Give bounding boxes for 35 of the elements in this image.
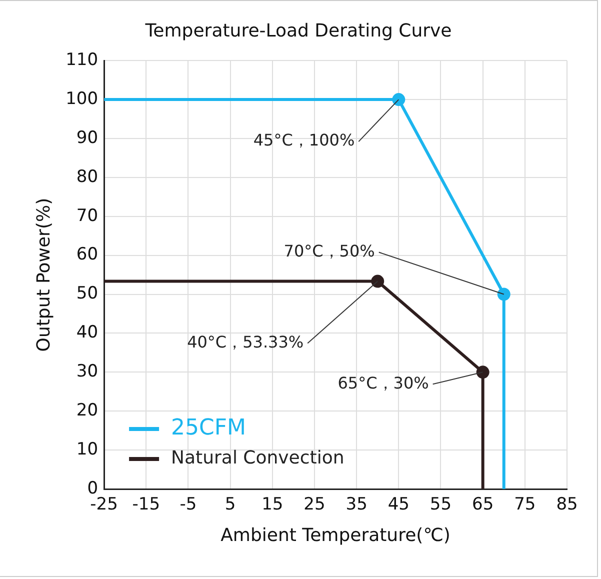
x-tick-label: 35 [346,494,368,515]
x-tick-label: 65 [472,494,494,515]
y-tick-label: 90 [76,128,98,148]
point [371,274,384,288]
chart-title: Temperature-Load Derating Curve [144,20,452,42]
annotation: 70°C，50% [284,241,375,260]
annotation: 65°C，30% [338,373,429,392]
x-tick-label: 75 [514,494,536,515]
x-tick-label: 5 [224,494,236,515]
x-tick-label: 45 [388,494,410,515]
x-tick-label: -15 [132,494,160,515]
y-tick-label: 30 [76,362,98,382]
y-tick-label: 10 [76,439,98,460]
y-tick-label: 60 [76,244,98,265]
annotation: 40°C，53.33% [187,332,304,352]
x-axis-title: Ambient Temperature(℃) [220,524,450,546]
legend-label: 25CFM [171,416,246,441]
x-tick-label: -5 [180,494,197,515]
point [497,288,510,301]
x-tick-label: 55 [430,494,452,515]
point [392,93,406,106]
y-axis-title: Output Power(%) [33,198,54,352]
y-tick-label: 70 [76,206,98,226]
y-tick-label: 110 [66,50,98,70]
x-tick-label: 85 [556,494,578,515]
y-tick-label: 80 [76,166,98,187]
y-tick-label: 20 [76,400,98,421]
x-tick-label: 15 [262,494,284,515]
x-tick-label: 25 [304,494,326,515]
point [476,366,490,379]
legend-label: Natural Convection [171,448,344,469]
y-tick-label: 100 [66,88,98,109]
y-tick-label: 40 [76,322,98,343]
annotation: 45°C，100% [253,130,355,150]
y-tick-label: 50 [76,284,98,304]
